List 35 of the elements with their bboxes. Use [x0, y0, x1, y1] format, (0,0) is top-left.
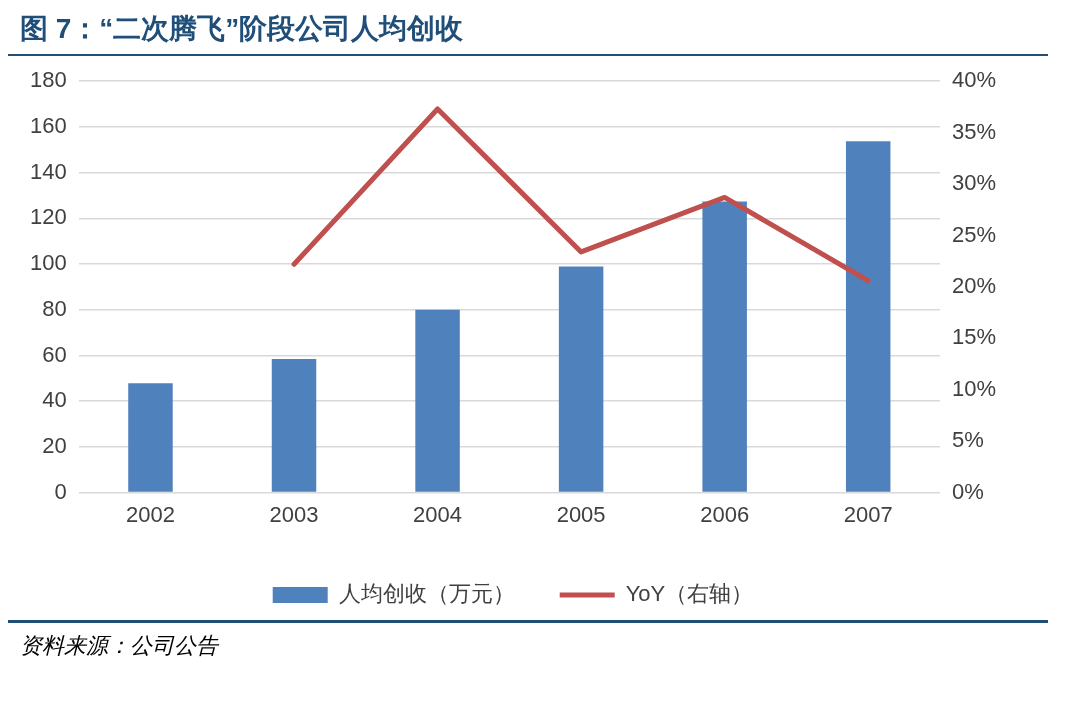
y2-tick-label: 20% [951, 272, 997, 298]
y-tick-label: 40 [42, 387, 67, 413]
y-tick-label: 0 [54, 478, 67, 504]
x-tick-label: 2003 [269, 501, 319, 527]
chart-title: 图 7：“二次腾飞”阶段公司人均创收 [8, 8, 1048, 56]
y2-tick-label: 10% [951, 375, 997, 401]
y-tick-label: 120 [29, 204, 67, 230]
y2-tick-label: 35% [951, 118, 997, 144]
y2-tick-label: 5% [951, 427, 984, 453]
bar [128, 383, 173, 492]
y2-tick-label: 40% [951, 67, 997, 93]
bar [558, 266, 604, 492]
x-tick-label: 2006 [700, 501, 750, 527]
y-tick-label: 140 [29, 158, 67, 184]
bar [845, 141, 891, 492]
legend-label: YoY（右轴） [625, 581, 754, 607]
y2-tick-label: 15% [951, 324, 997, 350]
y2-tick-label: 30% [951, 170, 997, 196]
y-tick-label: 20 [42, 432, 67, 458]
y2-tick-label: 25% [951, 221, 997, 247]
x-tick-label: 2004 [413, 501, 463, 527]
legend-label: 人均创收（万元） [338, 581, 515, 607]
bar [702, 201, 747, 492]
y-tick-label: 80 [42, 295, 67, 321]
bar [415, 309, 460, 492]
y-tick-label: 100 [29, 250, 67, 276]
y2-tick-label: 0% [951, 478, 984, 504]
y-tick-label: 60 [42, 341, 67, 367]
y-tick-label: 160 [29, 112, 67, 138]
x-tick-label: 2005 [556, 501, 606, 527]
x-tick-label: 2002 [126, 501, 175, 527]
y-tick-label: 180 [29, 67, 67, 93]
text: 资料来源：公司公告 [8, 623, 1048, 669]
bar [271, 359, 317, 492]
x-tick-label: 2007 [843, 501, 893, 527]
